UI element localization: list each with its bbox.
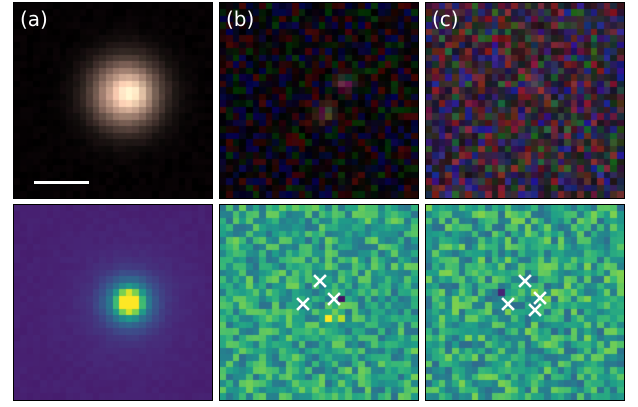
x-cross-icon xyxy=(518,274,532,288)
scale-bar xyxy=(34,181,89,184)
panel-c-image xyxy=(426,3,624,198)
x-cross-icon xyxy=(313,274,327,288)
panel-c-rgb-composite: (c) xyxy=(425,2,625,199)
panel-b-label: (b) xyxy=(226,7,255,31)
panel-f-viridis-map xyxy=(425,204,625,401)
panel-a-label: (a) xyxy=(20,7,48,31)
x-cross-icon xyxy=(327,292,341,306)
panel-e-image xyxy=(220,205,418,400)
panel-c-label: (c) xyxy=(432,7,459,31)
panel-f-markers xyxy=(501,274,547,317)
panel-b-rgb-composite: (b) xyxy=(219,2,419,199)
panel-e-viridis-map xyxy=(219,204,419,401)
x-cross-icon xyxy=(296,297,310,311)
panel-d-image xyxy=(14,205,212,400)
panel-a-rgb-composite: (a) xyxy=(13,2,213,199)
panel-b-image xyxy=(220,3,418,198)
x-cross-icon xyxy=(528,303,542,317)
panel-e-markers xyxy=(296,274,341,311)
panel-a-image xyxy=(14,3,212,198)
panel-d-viridis-map xyxy=(13,204,213,401)
panel-f-image xyxy=(426,205,624,400)
x-cross-icon xyxy=(501,297,515,311)
x-cross-icon xyxy=(533,291,547,305)
